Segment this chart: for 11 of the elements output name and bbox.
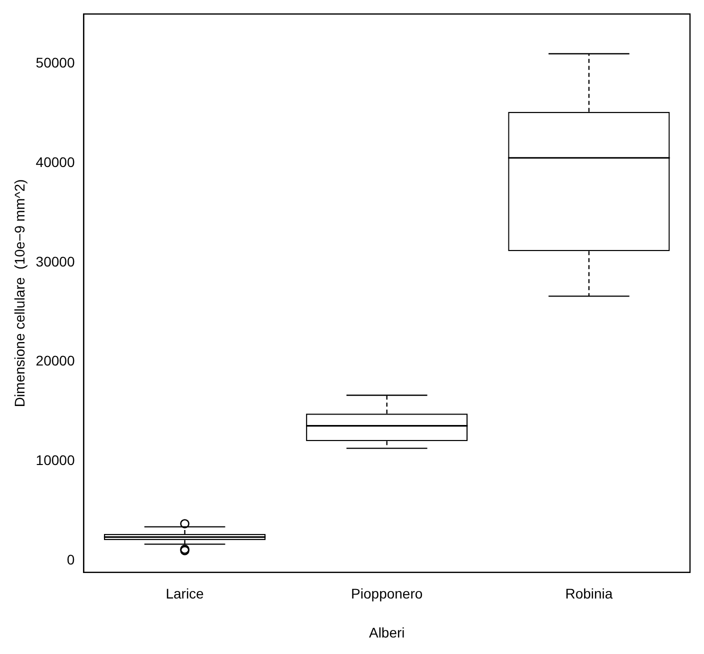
y-axis-title: Dimensione cellulare (10e−9 mm^2)	[11, 179, 28, 408]
x-tick-label: Piopponero	[351, 586, 423, 602]
x-axis-title: Alberi	[368, 624, 405, 640]
x-tick-label: Larice	[166, 586, 204, 602]
y-tick-label: 50000	[36, 54, 75, 71]
y-tick-label: 0	[66, 551, 75, 568]
y-tick-label: 30000	[36, 253, 75, 270]
y-tick-label: 40000	[36, 154, 75, 170]
y-tick-label: 20000	[36, 352, 75, 369]
y-tick-label: 10000	[36, 452, 75, 468]
x-tick-label: Robinia	[565, 586, 613, 602]
